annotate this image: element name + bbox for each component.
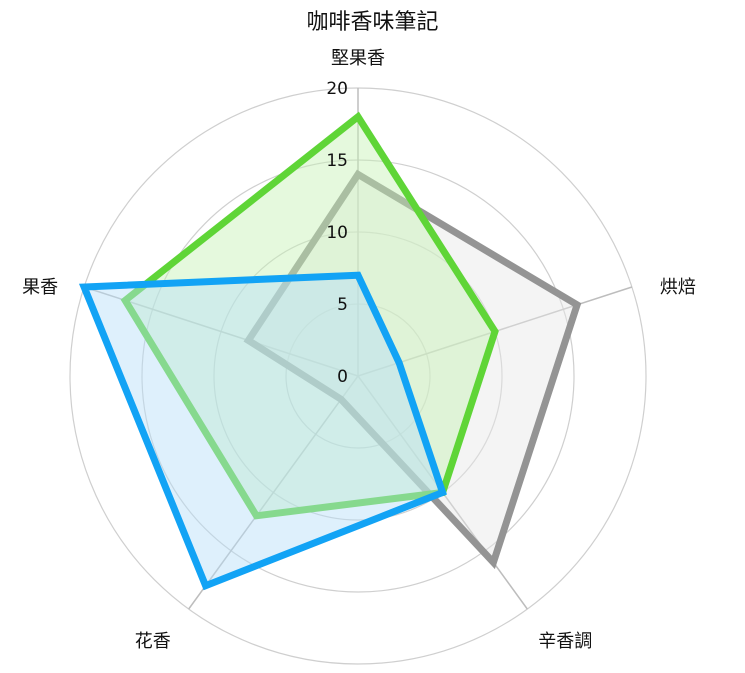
axis-label: 辛香調 [538, 631, 592, 652]
chart-title: 咖啡香味筆記 [306, 10, 439, 35]
axis-label: 果香 [22, 277, 58, 298]
axis-spoke [188, 375, 359, 610]
r-tick-label: 5 [337, 295, 348, 315]
axis-label: 花香 [135, 631, 171, 652]
r-tick-label: 0 [337, 367, 348, 387]
series-polygon-1 [243, 169, 582, 570]
axis-label: 堅果香 [331, 48, 385, 69]
r-tick-label: 15 [326, 151, 348, 171]
series-layer [78, 111, 582, 591]
series-polygon-2 [120, 111, 499, 520]
r-tick-label: 20 [326, 79, 348, 99]
axis-label: 烘焙 [660, 277, 696, 298]
series-polygon-3 [78, 271, 447, 591]
r-tick-label: 10 [326, 223, 348, 243]
